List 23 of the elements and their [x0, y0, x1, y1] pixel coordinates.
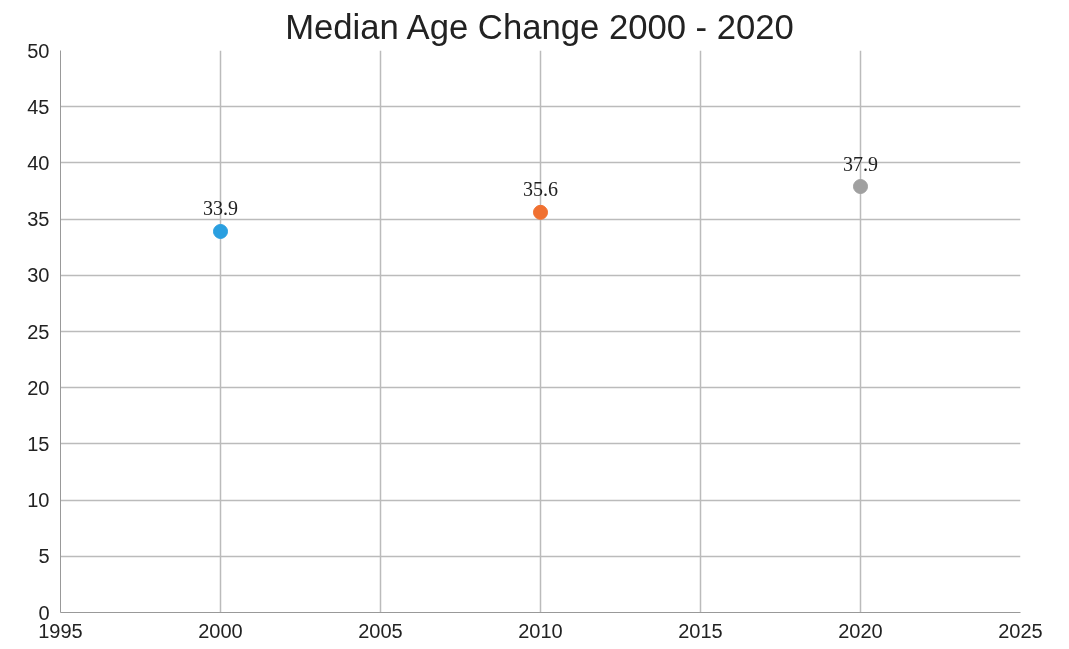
- chart-title: Median Age Change 2000 - 2020: [285, 7, 794, 46]
- x-tick-label: 2015: [678, 619, 723, 642]
- y-tick-label: 15: [27, 432, 50, 455]
- data-label: 35.6: [523, 178, 558, 201]
- y-tick-label: 5: [38, 545, 50, 568]
- y-tick-label: 25: [27, 320, 50, 343]
- data-label: 37.9: [843, 152, 878, 175]
- y-tick-label: 50: [27, 39, 50, 62]
- point: [533, 204, 548, 220]
- y-tick-label: 10: [27, 489, 50, 512]
- point: [853, 179, 868, 194]
- x-tick-label: 2010: [518, 619, 563, 642]
- x-tick-label: 2020: [838, 619, 883, 642]
- y-tick-label: 35: [27, 208, 50, 231]
- y-tick-label: 30: [27, 264, 50, 287]
- x-tick-label: 2005: [358, 619, 403, 642]
- y-tick-label: 20: [27, 376, 50, 399]
- x-tick-label: 2000: [198, 619, 243, 642]
- point: [213, 223, 228, 239]
- data-label: 33.9: [203, 197, 238, 220]
- x-tick-label: 2025: [998, 619, 1043, 642]
- y-tick-label: 40: [27, 151, 50, 174]
- y-tick-label: 45: [27, 95, 50, 118]
